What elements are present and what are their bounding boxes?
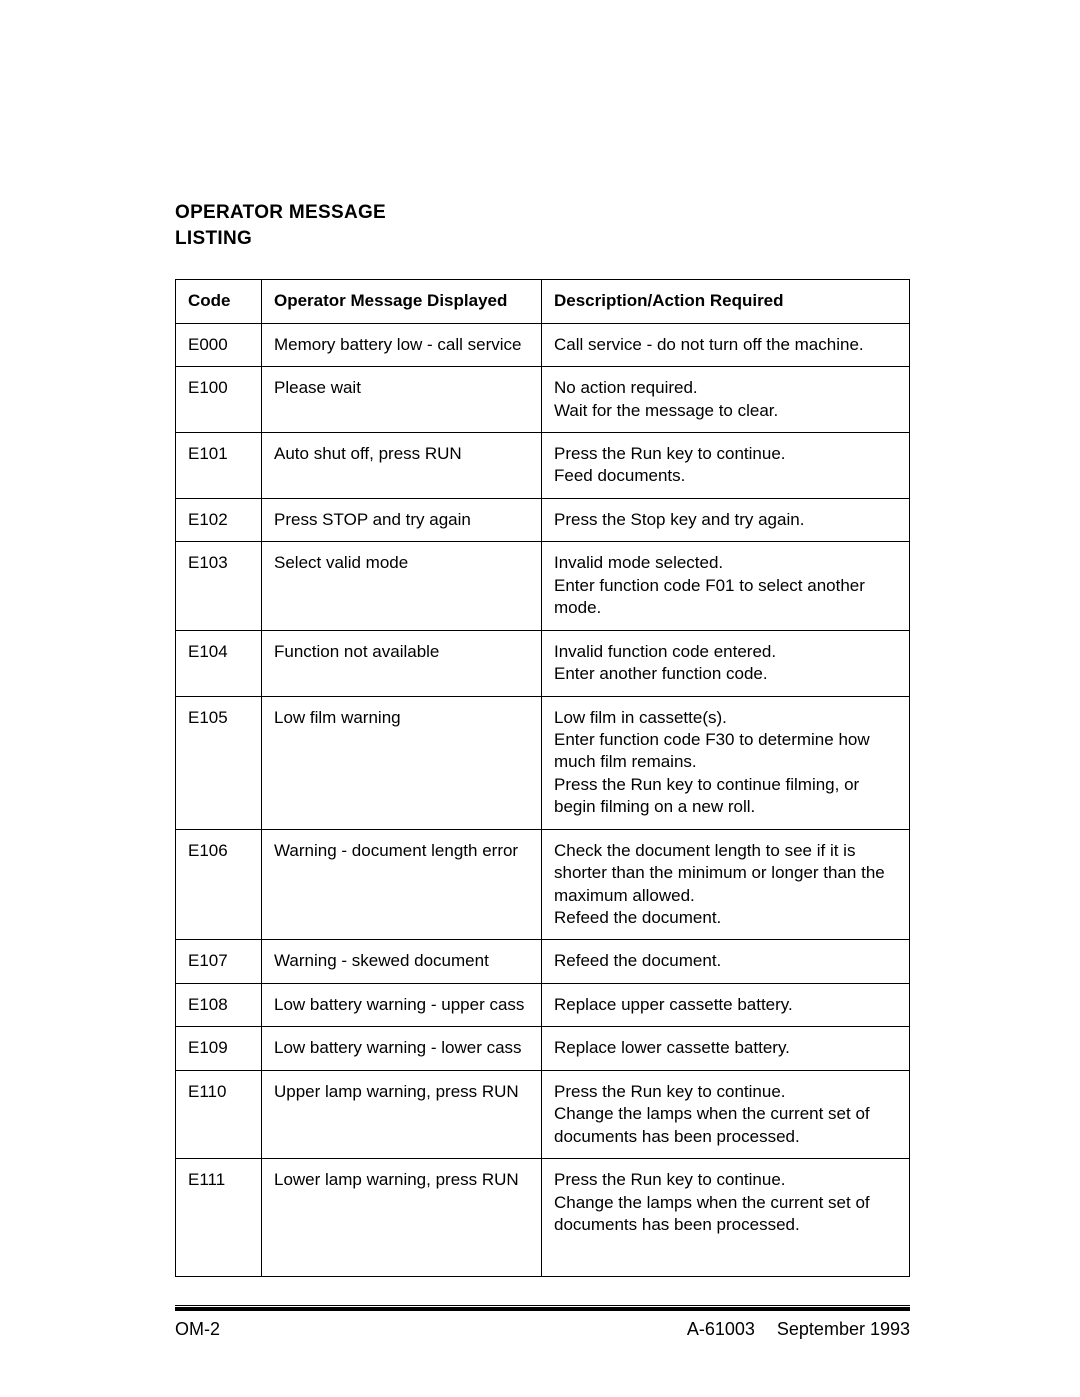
cell-code: E106 <box>176 829 262 940</box>
table-row: E109Low battery warning - lower cassRepl… <box>176 1027 910 1070</box>
col-header-message: Operator Message Displayed <box>262 280 542 323</box>
cell-description: Press the Run key to continue.Feed docum… <box>542 433 910 499</box>
cell-code: E100 <box>176 367 262 433</box>
cell-code: E105 <box>176 696 262 829</box>
table-row: E110Upper lamp warning, press RUNPress t… <box>176 1070 910 1158</box>
cell-message: Warning - document length error <box>262 829 542 940</box>
table-row: E100Please waitNo action required.Wait f… <box>176 367 910 433</box>
table-row: E111Lower lamp warning, press RUNPress t… <box>176 1159 910 1277</box>
cell-description: Invalid mode selected.Enter function cod… <box>542 542 910 630</box>
heading-line-1: OPERATOR MESSAGE <box>175 200 910 226</box>
cell-message: Select valid mode <box>262 542 542 630</box>
cell-description: Press the Stop key and try again. <box>542 498 910 541</box>
cell-message: Upper lamp warning, press RUN <box>262 1070 542 1158</box>
cell-code: E110 <box>176 1070 262 1158</box>
cell-code: E109 <box>176 1027 262 1070</box>
cell-description: Press the Run key to continue.Change the… <box>542 1070 910 1158</box>
cell-message: Lower lamp warning, press RUN <box>262 1159 542 1277</box>
table-row: E106Warning - document length errorCheck… <box>176 829 910 940</box>
cell-code: E111 <box>176 1159 262 1277</box>
table-row: E105Low film warningLow film in cassette… <box>176 696 910 829</box>
table-row: E102Press STOP and try againPress the St… <box>176 498 910 541</box>
table-row: E104Function not availableInvalid functi… <box>176 630 910 696</box>
cell-code: E107 <box>176 940 262 983</box>
cell-code: E108 <box>176 983 262 1026</box>
cell-code: E103 <box>176 542 262 630</box>
table-row: E103Select valid modeInvalid mode select… <box>176 542 910 630</box>
table-body: E000Memory battery low - call serviceCal… <box>176 323 910 1277</box>
cell-message: Low film warning <box>262 696 542 829</box>
table-row: E101Auto shut off, press RUNPress the Ru… <box>176 433 910 499</box>
table-header-row: Code Operator Message Displayed Descript… <box>176 280 910 323</box>
cell-description: Call service - do not turn off the machi… <box>542 323 910 366</box>
cell-message: Function not available <box>262 630 542 696</box>
cell-description: Replace lower cassette battery. <box>542 1027 910 1070</box>
cell-description: Press the Run key to continue.Change the… <box>542 1159 910 1277</box>
cell-message: Please wait <box>262 367 542 433</box>
table-row: E000Memory battery low - call serviceCal… <box>176 323 910 366</box>
footer-right: A-61003 September 1993 <box>687 1319 910 1340</box>
cell-message: Low battery warning - lower cass <box>262 1027 542 1070</box>
table-row: E108Low battery warning - upper cassRepl… <box>176 983 910 1026</box>
footer-page-number: OM-2 <box>175 1319 220 1340</box>
table-row: E107Warning - skewed documentRefeed the … <box>176 940 910 983</box>
cell-description: Check the document length to see if it i… <box>542 829 910 940</box>
cell-message: Auto shut off, press RUN <box>262 433 542 499</box>
cell-code: E000 <box>176 323 262 366</box>
cell-message: Memory battery low - call service <box>262 323 542 366</box>
col-header-description: Description/Action Required <box>542 280 910 323</box>
cell-code: E101 <box>176 433 262 499</box>
footer-rule <box>175 1305 910 1311</box>
cell-message: Press STOP and try again <box>262 498 542 541</box>
cell-description: Refeed the document. <box>542 940 910 983</box>
document-page: OPERATOR MESSAGE LISTING Code Operator M… <box>0 0 1080 1340</box>
cell-message: Low battery warning - upper cass <box>262 983 542 1026</box>
cell-description: Invalid function code entered.Enter anot… <box>542 630 910 696</box>
page-footer: OM-2 A-61003 September 1993 <box>175 1319 910 1340</box>
page-heading: OPERATOR MESSAGE LISTING <box>175 200 910 251</box>
heading-line-2: LISTING <box>175 226 910 252</box>
cell-message: Warning - skewed document <box>262 940 542 983</box>
cell-description: Low film in cassette(s).Enter function c… <box>542 696 910 829</box>
cell-description: Replace upper cassette battery. <box>542 983 910 1026</box>
cell-description: No action required.Wait for the message … <box>542 367 910 433</box>
cell-code: E102 <box>176 498 262 541</box>
footer-doc-number: A-61003 <box>687 1319 755 1340</box>
col-header-code: Code <box>176 280 262 323</box>
footer-date: September 1993 <box>777 1319 910 1340</box>
operator-message-table: Code Operator Message Displayed Descript… <box>175 279 910 1277</box>
cell-code: E104 <box>176 630 262 696</box>
